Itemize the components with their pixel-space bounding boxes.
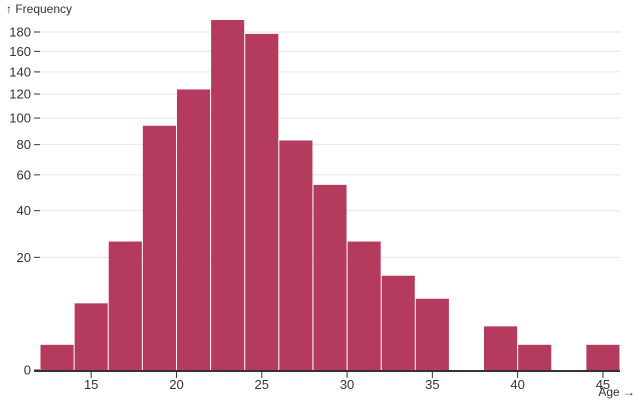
histogram-bar xyxy=(74,303,108,370)
histogram-bar xyxy=(245,33,279,371)
histogram-bar xyxy=(40,344,74,370)
histogram-bar xyxy=(279,140,313,370)
x-tick-label: 30 xyxy=(340,377,354,392)
x-tick-label: 35 xyxy=(425,377,439,392)
x-tick-label: 45 xyxy=(596,377,610,392)
x-axis-title: Age → xyxy=(598,385,635,399)
y-tick-label: 0 xyxy=(24,363,31,378)
y-tick-label: 160 xyxy=(9,44,31,59)
histogram-bar xyxy=(176,89,211,371)
y-axis-title: ↑ Frequency xyxy=(6,2,73,16)
y-tick-label: 140 xyxy=(9,64,31,79)
x-tick-label: 40 xyxy=(510,377,524,392)
histogram-bar xyxy=(211,20,245,370)
histogram-bar xyxy=(484,326,518,370)
y-tick-label: 80 xyxy=(17,137,31,152)
histogram-bar xyxy=(108,241,142,370)
y-tick-label: 120 xyxy=(9,87,31,102)
x-tick-label: 20 xyxy=(169,377,183,392)
histogram-bar xyxy=(586,344,620,370)
x-tick-label: 15 xyxy=(84,377,98,392)
y-tick-label: 100 xyxy=(9,111,31,126)
y-tick-label: 60 xyxy=(17,167,31,182)
y-tick-label: 40 xyxy=(17,203,31,218)
histogram-bar xyxy=(142,125,176,370)
x-tick-label: 25 xyxy=(255,377,269,392)
histogram-bar xyxy=(347,241,381,370)
histogram-bar xyxy=(415,298,449,370)
histogram-bar xyxy=(381,275,415,370)
histogram-bar xyxy=(313,184,347,370)
y-tick-label: 180 xyxy=(9,24,31,39)
y-tick-label: 20 xyxy=(17,250,31,265)
histogram-bar xyxy=(518,344,552,370)
